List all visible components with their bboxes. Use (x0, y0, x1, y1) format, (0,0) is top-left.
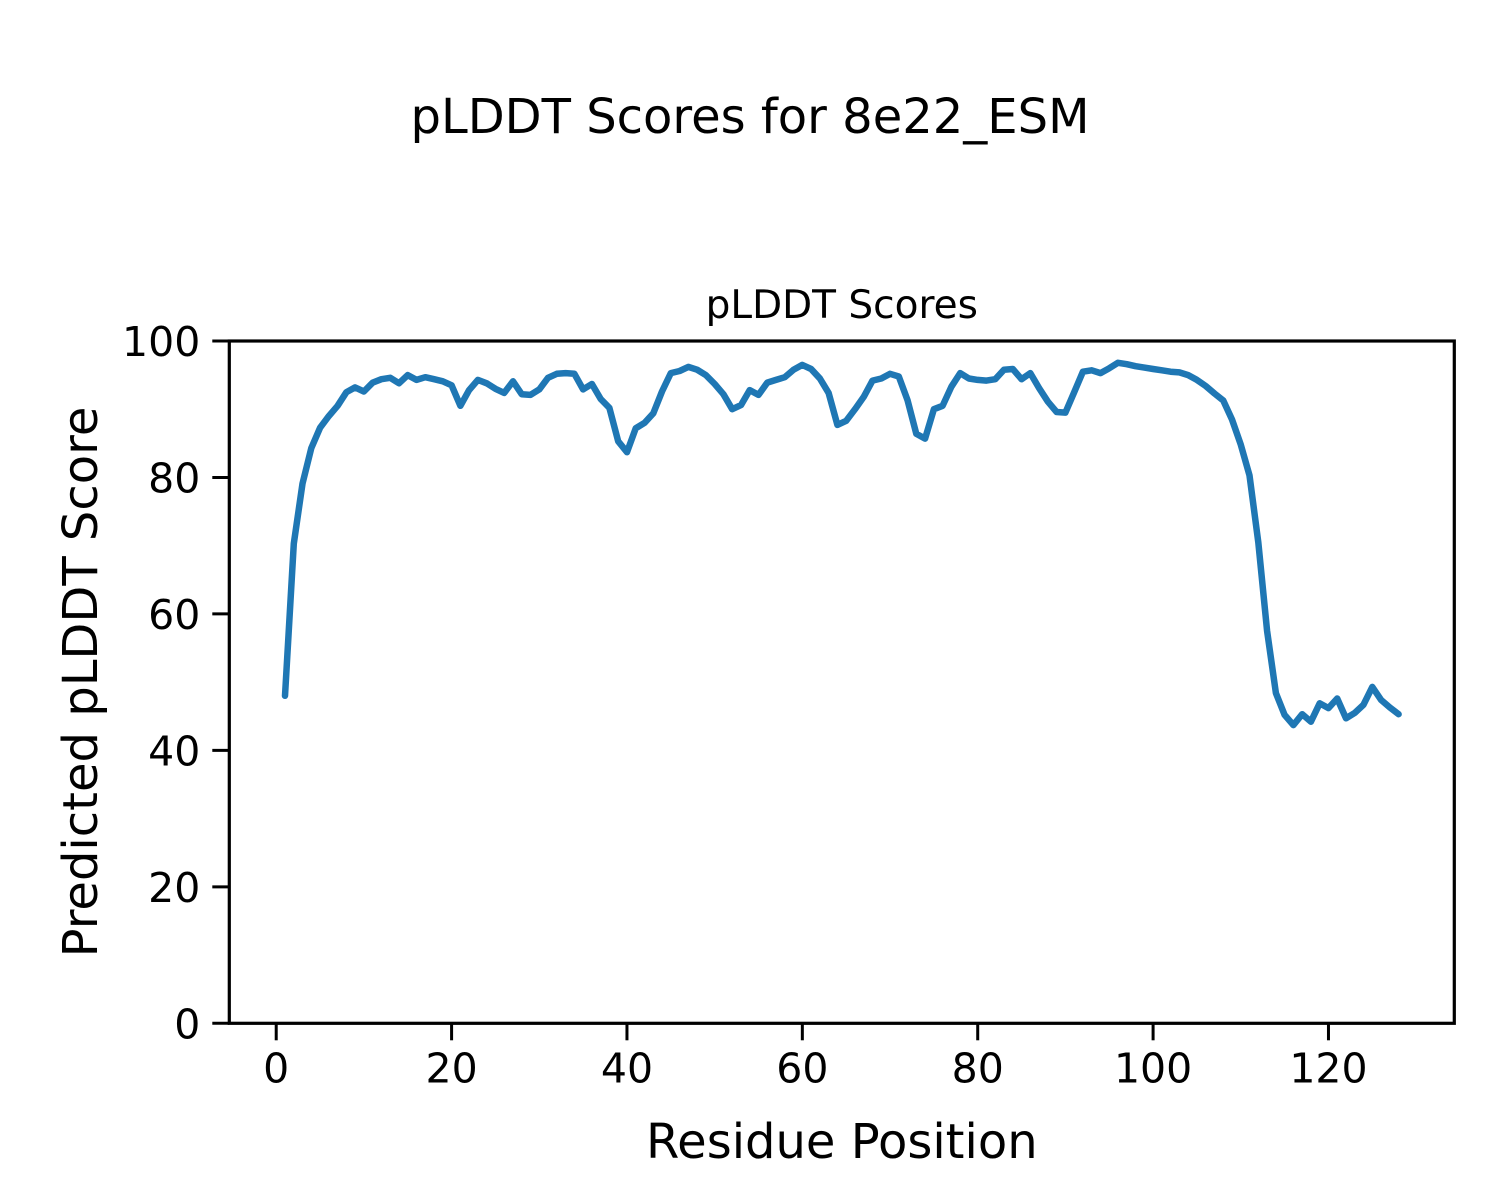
x-tick-label: 20 (426, 1044, 478, 1092)
x-axis-label: Residue Position (646, 1114, 1038, 1170)
figure-title: pLDDT Scores for 8e22_ESM (410, 89, 1089, 145)
y-tick-label: 0 (174, 1000, 200, 1048)
x-tick-label: 100 (1114, 1044, 1192, 1092)
y-tick-label: 60 (148, 591, 200, 639)
x-tick-label: 0 (263, 1044, 289, 1092)
y-tick-label: 80 (148, 454, 200, 502)
y-tick-label: 40 (148, 727, 200, 775)
plot-frame (227, 339, 1456, 1025)
x-tick-label: 60 (776, 1044, 828, 1092)
y-tick-label: 100 (122, 318, 200, 366)
plddt-line-series (281, 359, 1402, 729)
axes-title: pLDDT Scores (706, 283, 978, 328)
x-axis-ticks: 0 20 40 60 80 100 120 (263, 1023, 1368, 1092)
x-tick-label: 40 (601, 1044, 653, 1092)
x-tick-label: 80 (952, 1044, 1004, 1092)
y-axis-ticks: 0 20 40 60 80 100 (122, 318, 230, 1048)
x-tick-label: 120 (1289, 1044, 1367, 1092)
y-axis-label: Predicted pLDDT Score (53, 407, 109, 958)
y-tick-label: 20 (148, 864, 200, 912)
